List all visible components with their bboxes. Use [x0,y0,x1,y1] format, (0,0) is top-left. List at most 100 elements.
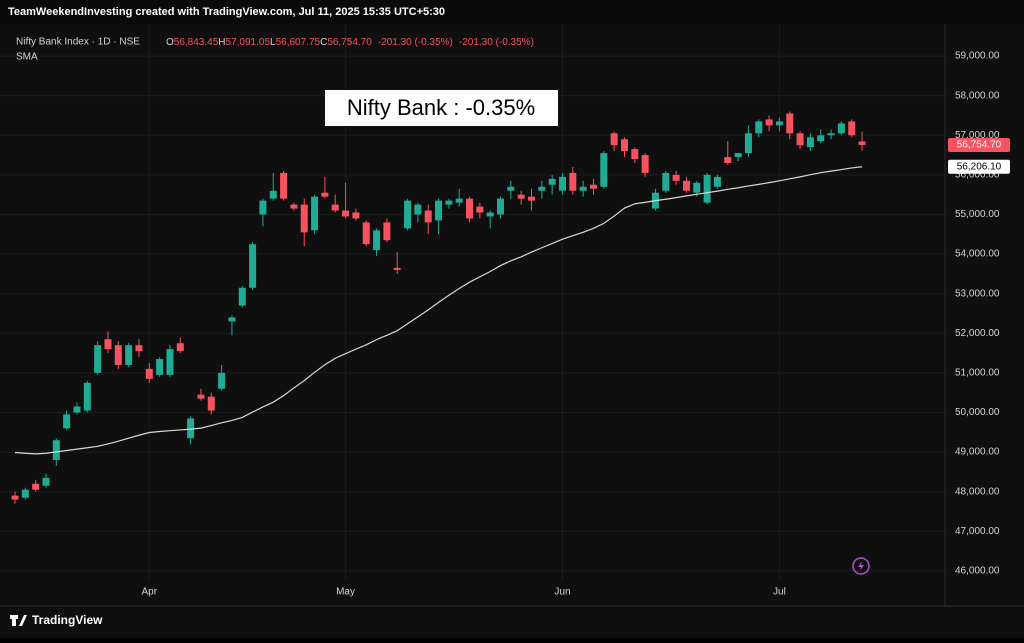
ohlc-value: 56,843.45 [174,37,219,48]
y-tick-label: 48,000.00 [955,486,1000,497]
candle-body [311,196,319,231]
y-tick-label: 50,000.00 [955,407,1000,418]
y-tick-label: 56,000.00 [955,170,1000,181]
ohlc-value: 57,091.05 [226,37,271,48]
candle-body [589,184,597,189]
candle-body [703,174,711,203]
candle-body [786,113,794,134]
candle-body [837,123,845,134]
price-tag-label: 56,206.10 [957,161,1002,172]
candle-body [42,477,50,486]
candle-body [104,339,112,350]
header: TeamWeekendInvesting created with Tradin… [8,6,445,18]
candle-body [218,372,226,389]
candle-body [558,176,566,191]
candle-body [528,196,535,201]
candle-body [383,222,391,241]
ohlc-value: 56,607.75 [276,37,321,48]
candle-body [176,343,184,352]
candle-body [672,174,680,181]
candle-body [548,178,556,185]
ohlc-legend: O56,843.45H57,091.05L56,607.75C56,754.70… [166,37,534,48]
candle-body [538,186,546,191]
plot [11,111,866,504]
y-tick-label: 54,000.00 [955,249,1000,260]
candle-body [817,135,825,142]
candle-body [610,133,618,146]
candle-body [207,396,215,411]
y-tick-label: 58,000.00 [955,90,1000,101]
price-tag-label: 56,754.70 [957,140,1002,151]
candle-body [806,137,814,148]
change: -201.30 (-0.35%) [459,37,534,48]
candle-body [249,244,257,288]
y-tick-label: 51,000.00 [955,368,1000,379]
candle-body [497,198,505,215]
candle-body [827,133,835,136]
candle-body [21,489,29,498]
candle-body [300,204,308,233]
candle-body [228,317,236,322]
candle-body [393,267,401,270]
change: -201.30 (-0.35%) [378,37,453,48]
candle-body [373,230,381,251]
y-tick-label: 46,000.00 [955,566,1000,577]
candle-body [848,121,856,136]
y-tick-label: 53,000.00 [955,288,1000,299]
candle-body [238,287,246,306]
candle-body [321,192,329,197]
candle-body [32,483,40,490]
candle-body [579,186,587,191]
candle-body [331,204,339,211]
candle-body [269,190,277,199]
candle-body [476,206,484,213]
candle-body [796,133,804,146]
candle-body [682,180,690,191]
ohlc-key: H [218,37,225,48]
candle-body [342,210,350,217]
candle-body [280,172,288,199]
candle-body [424,210,432,223]
candle-body [600,153,608,187]
candle-body [445,200,453,205]
ohlc-value: 56,754.70 [327,37,372,48]
candle-body [404,200,412,229]
candle-body [414,204,422,215]
y-tick-label: 49,000.00 [955,447,1000,458]
y-tick-label: 57,000.00 [955,130,1000,141]
candle-body [662,172,670,191]
candle-body [63,414,71,429]
candle-body [435,200,443,221]
candle-body [517,194,525,199]
y-tick-label: 52,000.00 [955,328,1000,339]
y-tick-label: 47,000.00 [955,526,1000,537]
candle-body [114,345,122,365]
candle-body [713,176,721,187]
x-tick-label: May [336,587,355,598]
candle-body [290,204,298,209]
lightning-icon[interactable] [852,557,870,575]
footer-logo [10,615,27,626]
candle-body [94,345,102,373]
candle-body [11,495,19,500]
ohlc-key: L [270,37,276,48]
y-tick-label: 55,000.00 [955,209,1000,220]
candle-body [620,139,628,152]
candle-body [641,155,649,173]
candle-body [135,345,143,352]
candle-body [83,382,91,411]
candle-body [744,133,752,154]
candle-body [755,121,763,134]
ohlc-key: O [166,37,174,48]
candle-body [259,200,267,215]
candle-body [455,198,463,203]
candle-body [724,157,732,163]
lightning-glyph [858,561,864,571]
candle-body [166,349,174,375]
candle-body [125,345,133,365]
candle-body [734,153,742,158]
candle-body [145,368,153,379]
price-tag [948,159,1010,174]
